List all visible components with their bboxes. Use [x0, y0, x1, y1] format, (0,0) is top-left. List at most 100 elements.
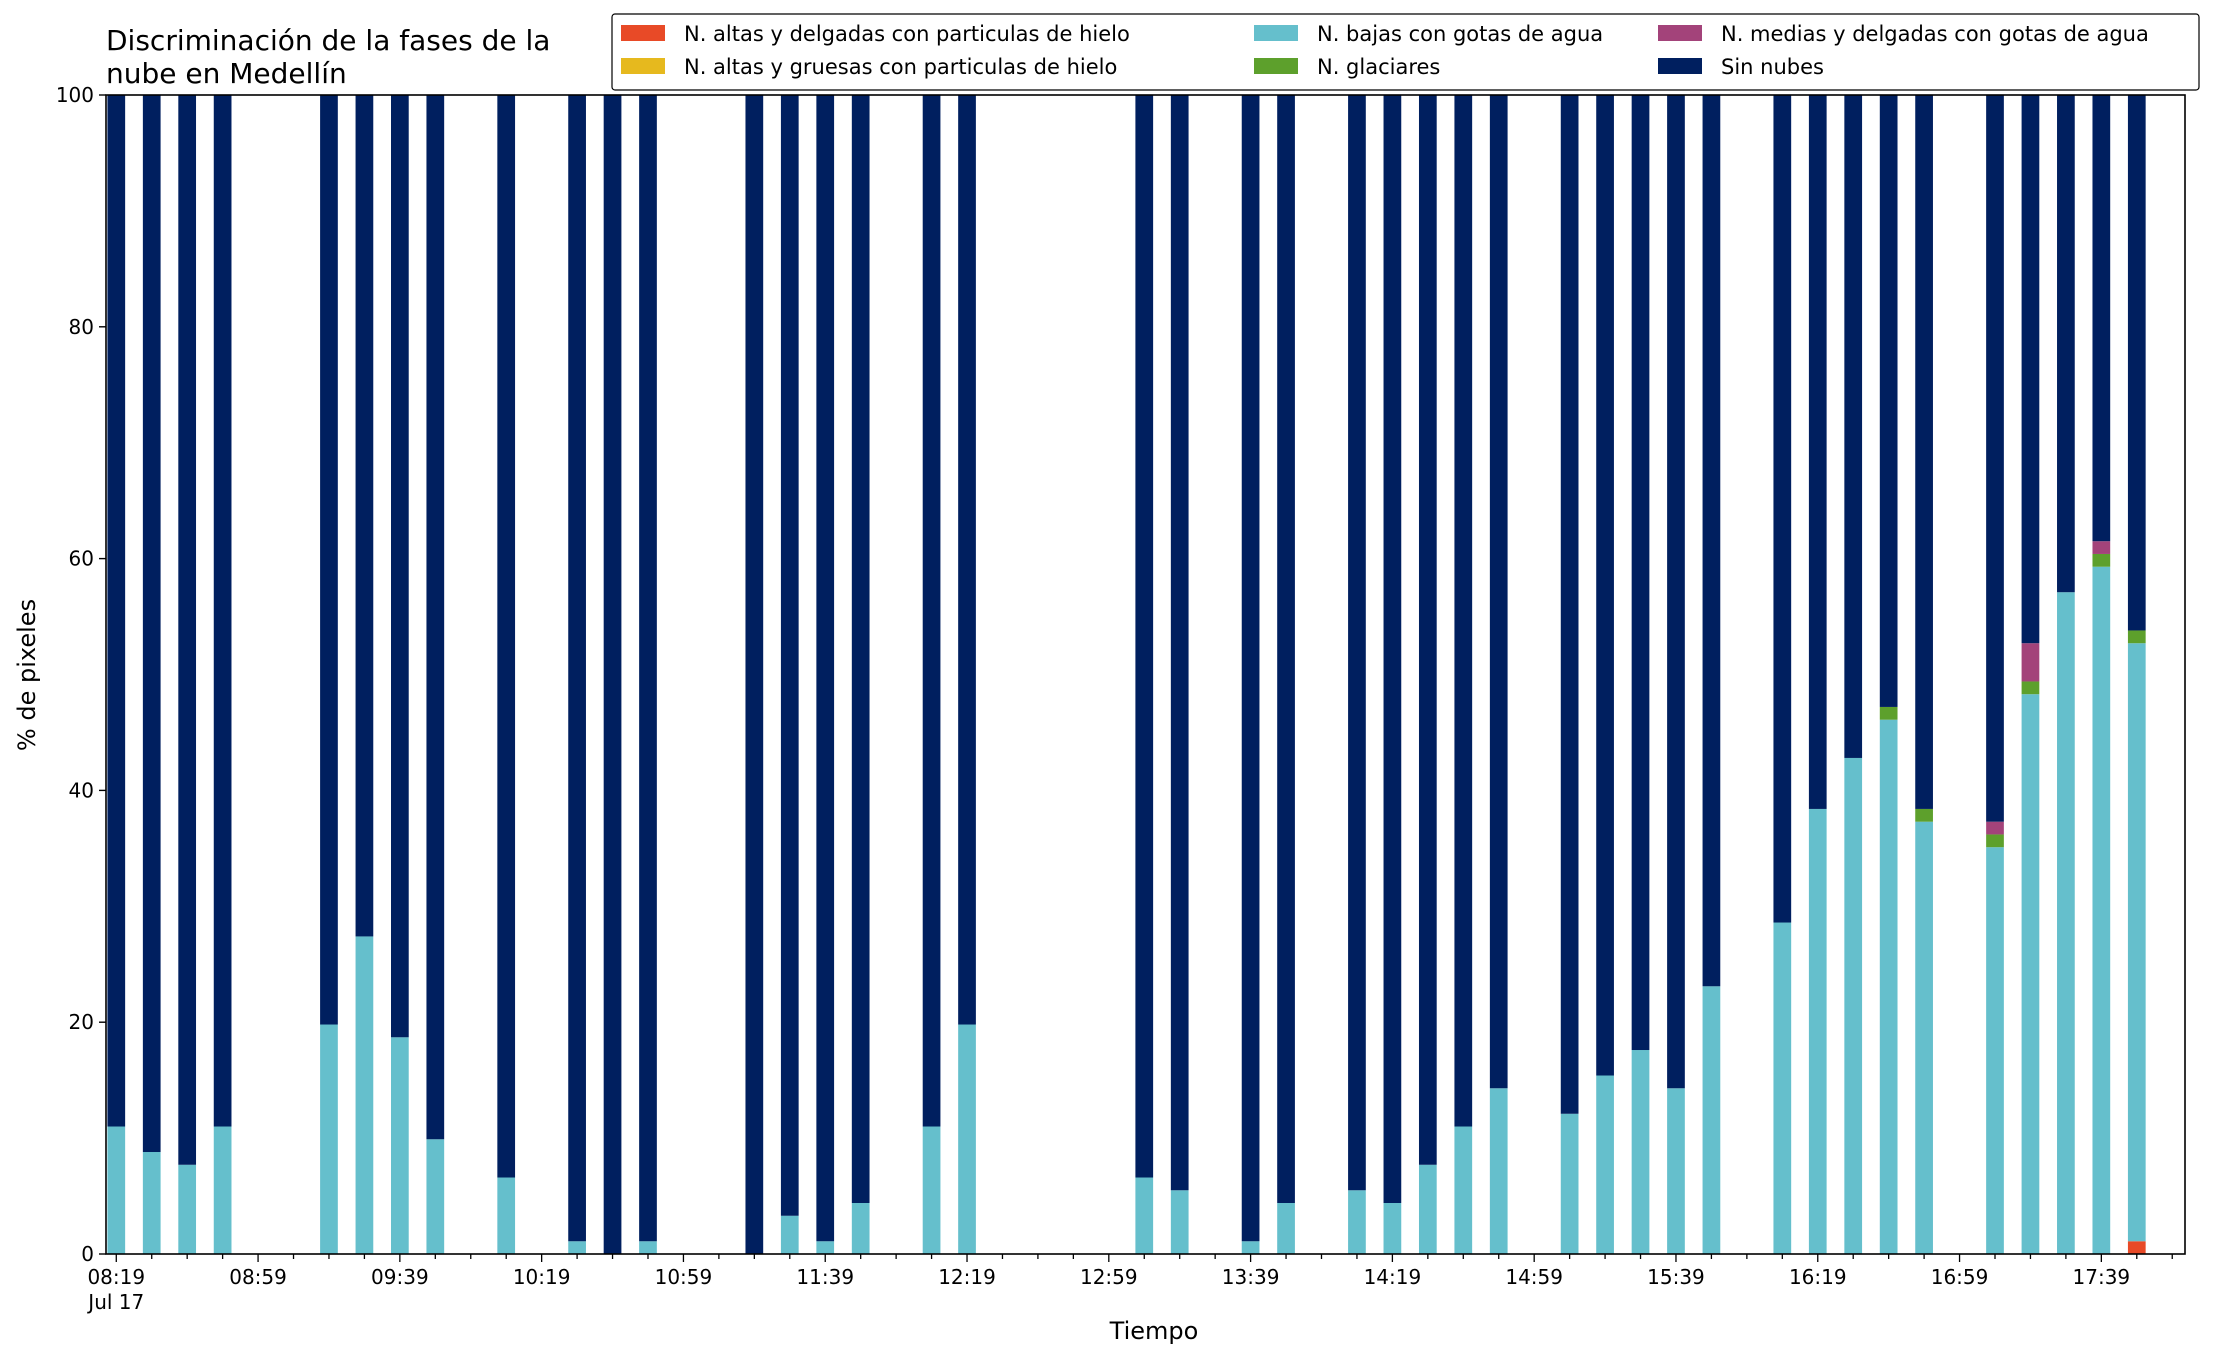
y-axis-label: % de pixeles [13, 599, 41, 751]
bar-segment-0929-series-2 [355, 936, 374, 1254]
y-tick-label: 40 [69, 778, 94, 802]
x-tick-label: 14:19 [1364, 1265, 1422, 1289]
bar-segment-1029-series-2 [568, 1241, 586, 1254]
bar-segment-1319-series-5 [1170, 95, 1189, 1191]
bar-segment-1639-series-2 [1879, 719, 1898, 1254]
bar-segment-1539-series-2 [1667, 1088, 1685, 1254]
y-tick-label: 60 [69, 547, 94, 571]
y-tick-label: 20 [69, 1010, 94, 1034]
bar-segment-1119-series-5 [745, 95, 764, 1254]
legend-swatch-3 [1254, 58, 1298, 74]
bar-segment-1439-series-5 [1454, 95, 1473, 1127]
bar-segment-1649-series-3 [1915, 808, 1933, 822]
x-tick-label: 17:39 [2073, 1265, 2131, 1289]
legend-swatch-0 [621, 25, 665, 41]
bar-segment-1149-series-5 [851, 95, 870, 1203]
bar-segment-0949-series-2 [426, 1139, 445, 1254]
bar-segment-1549-series-2 [1702, 986, 1721, 1254]
bar-segment-1519-series-5 [1596, 95, 1614, 1076]
bar-segment-1129-series-5 [780, 95, 799, 1216]
y-tick-label: 80 [69, 315, 94, 339]
x-tick-label: 08:59 [229, 1265, 287, 1289]
bar-segment-1139-series-5 [816, 95, 835, 1242]
bar-segment-1409-series-2 [1348, 1190, 1366, 1254]
bar-segment-1639-series-3 [1879, 706, 1898, 720]
bar-segment-1219-series-2 [958, 1024, 976, 1254]
legend-label-4: N. medias y delgadas con gotas de agua [1721, 22, 2149, 46]
bar-segment-1719-series-2 [2021, 694, 2040, 1254]
bar-segment-1009-series-2 [497, 1177, 516, 1254]
bar-segment-1739-series-2 [2092, 566, 2111, 1254]
bar-segment-1709-series-5 [1986, 95, 2004, 822]
x-tick-label: 15:39 [1647, 1265, 1705, 1289]
legend-label-2: N. bajas con gotas de agua [1317, 22, 1603, 46]
x-tick-label: 11:39 [796, 1265, 854, 1289]
legend-label-1: N. altas y gruesas con particulas de hie… [684, 55, 1117, 79]
bar-segment-0939-series-5 [391, 95, 409, 1038]
bar-segment-1709-series-2 [1986, 847, 2004, 1254]
x-tick-label: 16:19 [1789, 1265, 1847, 1289]
bar-segment-1139-series-2 [816, 1241, 835, 1254]
bar-segment-1719-series-3 [2021, 681, 2040, 695]
plot-frame [105, 94, 2186, 1255]
chart-title-line-2: nube en Medellín [106, 57, 347, 90]
x-tick-label: 09:39 [371, 1265, 429, 1289]
chart-title-line-1: Discriminación de la fases de la [106, 24, 550, 57]
bar-segment-1419-series-5 [1383, 95, 1402, 1203]
legend-swatch-5 [1658, 58, 1702, 74]
bar-segment-0839-series-5 [178, 95, 197, 1165]
legend-label-0: N. altas y delgadas con particulas de hi… [684, 22, 1130, 46]
chart-title: Discriminación de la fases de la nube en… [106, 24, 550, 90]
x-date-label: Jul 17 [86, 1290, 144, 1314]
legend-label-3: N. glaciares [1317, 55, 1440, 79]
bar-segment-1629-series-5 [1844, 95, 1863, 758]
legend-swatch-2 [1254, 25, 1298, 41]
x-tick-label: 10:19 [513, 1265, 571, 1289]
bar-segment-1049-series-2 [639, 1241, 657, 1254]
bar-segment-1509-series-2 [1560, 1113, 1579, 1254]
bar-segment-1749-series-0 [2127, 1241, 2146, 1254]
y-tick-label: 0 [81, 1242, 94, 1266]
x-tick-label: 16:59 [1931, 1265, 1989, 1289]
bar-segment-1349-series-2 [1277, 1203, 1295, 1254]
bar-segment-1539-series-5 [1667, 95, 1685, 1089]
bar-segment-1449-series-5 [1489, 95, 1508, 1089]
legend-swatch-4 [1658, 25, 1702, 41]
x-axis-label: Tiempo [1109, 1317, 1199, 1345]
bar-segment-1309-series-5 [1135, 95, 1154, 1178]
bar-segment-0849-series-2 [213, 1126, 232, 1254]
bar-segment-1309-series-2 [1135, 1177, 1154, 1254]
bar-segment-1129-series-2 [780, 1215, 799, 1254]
bar-segment-1709-series-4 [1986, 821, 2004, 835]
x-tick-label: 08:19 [87, 1265, 145, 1289]
bar-segment-1739-series-4 [2092, 541, 2111, 554]
bar-segment-1609-series-5 [1773, 95, 1792, 923]
bar-segment-1729-series-5 [2057, 95, 2075, 593]
bar-segment-1619-series-2 [1808, 808, 1827, 1254]
bar-segment-0849-series-5 [213, 95, 232, 1127]
bar-segment-0829-series-2 [142, 1152, 161, 1254]
bar-segment-1649-series-5 [1915, 95, 1933, 809]
bar-segment-1629-series-2 [1844, 757, 1863, 1254]
legend-swatch-1 [621, 58, 665, 74]
x-tick-label: 12:19 [938, 1265, 996, 1289]
bar-segment-0919-series-5 [320, 95, 338, 1025]
bar-segment-1729-series-2 [2057, 592, 2075, 1254]
bar-segment-1619-series-5 [1808, 95, 1827, 809]
bar-segment-1449-series-2 [1489, 1088, 1508, 1254]
x-tick-label: 14:59 [1505, 1265, 1563, 1289]
bar-segment-1549-series-5 [1702, 95, 1721, 987]
bar-segment-0819-series-2 [107, 1126, 126, 1254]
bar-segment-1339-series-5 [1241, 95, 1260, 1242]
bar-segment-1639-series-5 [1879, 95, 1898, 707]
bar-segment-1709-series-3 [1986, 834, 2004, 848]
bar-segment-1429-series-5 [1418, 95, 1437, 1165]
x-tick-label: 13:39 [1222, 1265, 1280, 1289]
bar-segment-1339-series-2 [1241, 1241, 1260, 1254]
bar-segment-1719-series-5 [2021, 95, 2040, 644]
bars-layer [107, 95, 2146, 1254]
y-axis: 0 20 40 60 80 100 [56, 83, 106, 1266]
bar-segment-1719-series-4 [2021, 643, 2040, 682]
bar-segment-1529-series-2 [1631, 1050, 1650, 1254]
y-tick-label: 100 [56, 83, 94, 107]
